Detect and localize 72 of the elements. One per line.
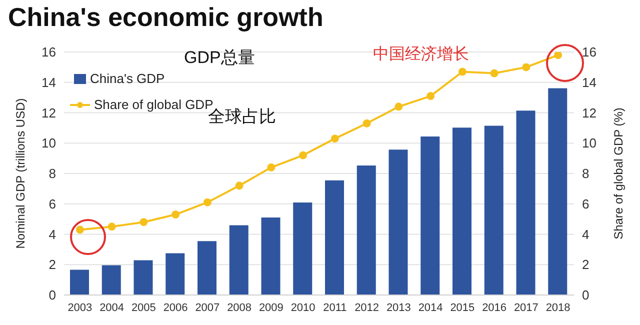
y2-tick-label: 4 (582, 226, 590, 242)
bar (484, 126, 504, 295)
point (172, 210, 180, 219)
y-tick-label: 8 (48, 166, 56, 182)
bar (356, 165, 376, 295)
point (203, 198, 212, 206)
point (140, 218, 148, 226)
y-tick-label: 10 (42, 136, 56, 151)
x-tick-label: 2013 (386, 302, 411, 314)
x-tick-label: 2003 (68, 302, 92, 314)
y2-tick-label: 12 (582, 105, 596, 120)
x-tick-label: 2011 (323, 302, 347, 314)
bar (325, 180, 344, 295)
point (330, 134, 339, 143)
point (108, 222, 116, 231)
bar (548, 88, 568, 295)
x-tick-label: 2008 (227, 302, 252, 314)
point (267, 163, 276, 172)
point (394, 102, 403, 111)
y-axis-title: Nominal GDP (trillions USD) (13, 98, 28, 249)
bar (388, 150, 408, 295)
annotation: GDP总量 (184, 47, 255, 69)
bar (102, 265, 121, 295)
x-tick-label: 2007 (195, 302, 220, 314)
bar (420, 136, 440, 295)
y2-tick-label: 14 (582, 74, 596, 90)
y-tick-label: 4 (48, 226, 56, 242)
x-tick-label: 2004 (100, 302, 124, 314)
bar (198, 241, 216, 295)
point (76, 226, 84, 234)
y2-axis-title: Share of global GDP (%) (611, 108, 626, 240)
point (299, 151, 308, 160)
y-tick-label: 6 (48, 196, 56, 212)
y2-tick-label: 2 (582, 257, 590, 272)
bar (134, 260, 153, 295)
bar (261, 218, 280, 295)
y-tick-label: 0 (48, 288, 56, 303)
y2-tick-label: 0 (582, 288, 590, 303)
x-tick-label: 2010 (290, 302, 316, 314)
point (235, 182, 244, 190)
point (522, 63, 530, 72)
bar (293, 202, 312, 295)
point (490, 69, 498, 78)
annotation: 中国经济增长 (373, 44, 469, 65)
x-tick-label: 2006 (163, 302, 188, 314)
y-tick-label: 2 (48, 257, 56, 272)
legend-label: China's GDP (89, 70, 166, 88)
point (554, 52, 562, 60)
y2-tick-label: 8 (582, 166, 590, 182)
bar (166, 253, 185, 295)
x-tick-label: 2016 (482, 302, 507, 314)
y-tick-label: 16 (42, 44, 56, 60)
point (426, 92, 435, 100)
y-tick-label: 14 (42, 74, 56, 90)
bar (452, 128, 472, 295)
y2-tick-label: 6 (582, 196, 590, 212)
y2-tick-label: 16 (582, 44, 596, 60)
y2-tick-label: 10 (582, 136, 596, 151)
point (458, 68, 466, 76)
bar (229, 225, 248, 295)
x-tick-label: 2014 (418, 302, 443, 314)
x-tick-label: 2005 (131, 302, 156, 314)
bar (516, 110, 536, 295)
chart-title: China's economic growth (8, 2, 324, 33)
point (362, 119, 371, 128)
x-tick-label: 2017 (514, 302, 538, 314)
x-tick-label: 2018 (546, 302, 570, 314)
bar (70, 270, 89, 295)
x-tick-label: 2009 (258, 302, 284, 314)
y-tick-label: 12 (42, 105, 56, 120)
x-tick-label: 2015 (450, 302, 475, 314)
x-tick-label: 2012 (354, 302, 380, 314)
